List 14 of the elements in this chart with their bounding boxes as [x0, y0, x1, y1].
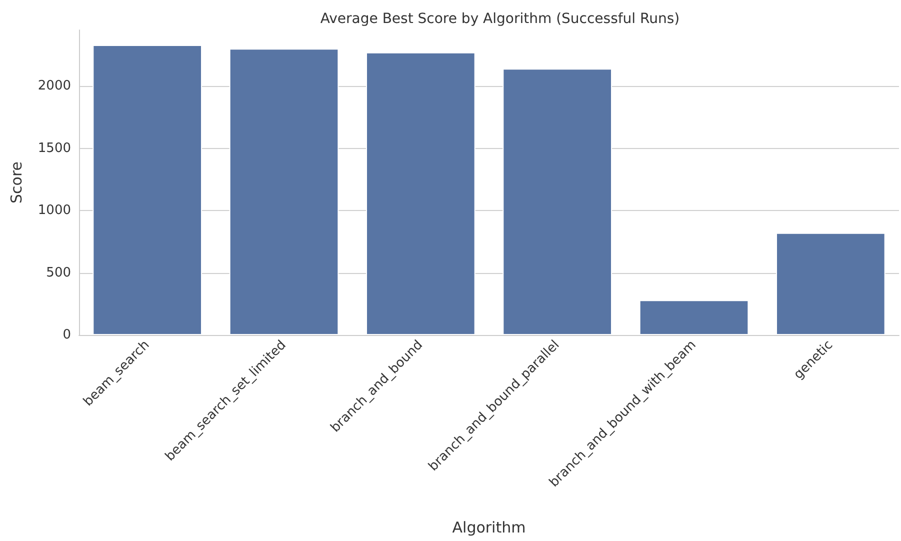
y-tick-label: 1000 — [38, 203, 71, 218]
bar — [502, 68, 612, 335]
y-tick-label: 2000 — [38, 78, 71, 94]
bar — [776, 232, 886, 335]
y-axis-title: Score — [8, 161, 26, 204]
bar — [92, 44, 202, 335]
chart-title: Average Best Score by Algorithm (Successful Runs) — [320, 11, 680, 27]
y-tick-label: 1500 — [38, 140, 71, 156]
bar — [639, 300, 749, 335]
y-tick-label: 500 — [46, 265, 71, 280]
bar — [366, 52, 476, 335]
x-axis-title: Algorithm — [452, 518, 526, 536]
y-tick-label: 0 — [62, 328, 71, 342]
bar — [229, 48, 339, 335]
